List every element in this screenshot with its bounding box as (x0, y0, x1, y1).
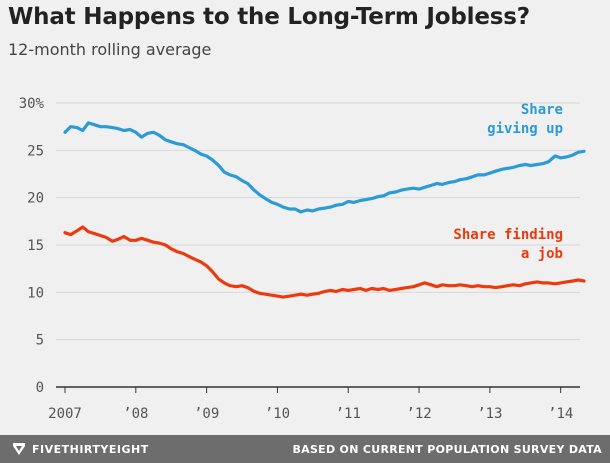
series-lines (63, 121, 586, 299)
y-tick-label: 25 (27, 143, 44, 159)
series-label-2: a job (521, 246, 563, 262)
footer-brand: FIVETHIRTYEIGHT (32, 443, 149, 456)
x-tick-label: 2007 (48, 406, 82, 422)
chart-title: What Happens to the Long-Term Jobless? (8, 4, 530, 30)
y-tick-label: 10 (27, 285, 44, 301)
x-tick-label: ’11 (336, 406, 361, 422)
y-tick-label: 0 (36, 380, 44, 396)
x-tick-label: ’08 (123, 406, 148, 422)
y-tick-label: 30% (19, 96, 45, 112)
x-tick-label: ’13 (477, 406, 502, 422)
x-tick-label: ’10 (265, 406, 290, 422)
chart-subtitle: 12-month rolling average (8, 40, 212, 59)
x-tick-label: ’09 (194, 406, 219, 422)
y-tick-label: 15 (27, 238, 44, 254)
footer-source: BASED ON CURRENT POPULATION SURVEY DATA (292, 443, 602, 456)
y-tick-label: 5 (36, 333, 44, 349)
series-labels: Share giving up Share finding a job (453, 102, 563, 262)
x-tick-label: ’12 (406, 406, 431, 422)
fivethirtyeight-logo-icon (13, 443, 25, 455)
x-tick-label: ’14 (548, 406, 573, 422)
y-axis-tick-labels: 0 5 10 15 20 25 30% (19, 96, 45, 396)
x-axis-tick-labels: 2007 ’08 ’09 ’10 ’11 ’12 ’13 ’14 (48, 387, 573, 422)
series-label-1: Share (521, 102, 563, 118)
footer-bar: FIVETHIRTYEIGHT BASED ON CURRENT POPULAT… (0, 435, 610, 463)
y-tick-label: 20 (27, 191, 44, 207)
series-label-2: Share finding (453, 227, 563, 243)
series-line-2 (63, 225, 586, 299)
series-label-1: giving up (487, 121, 563, 137)
series-line-1 (63, 121, 586, 214)
grid-lines (56, 102, 580, 388)
